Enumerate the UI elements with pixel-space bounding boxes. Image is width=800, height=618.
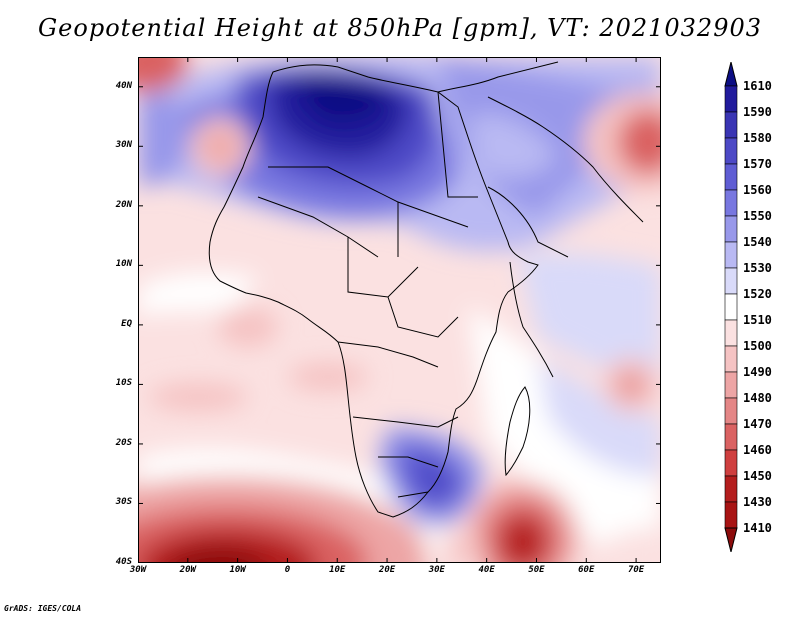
colorbar-level-label: 1450	[743, 469, 772, 483]
colorbar-level-label: 1580	[743, 131, 772, 145]
coastlines	[208, 61, 644, 518]
lon-tick-label: 70E	[627, 565, 645, 575]
colorbar: 1610 1590 1580 1570 1560 1550 1540 1530 1520 1510…	[724, 62, 772, 552]
colorbar-level-label: 1570	[743, 157, 772, 171]
footer-credit: GrADS: IGES/COLA	[4, 604, 82, 613]
colorbar-level-label: 1490	[743, 365, 772, 379]
colorbar-swatch	[724, 267, 738, 295]
colorbar-level-label: 1550	[743, 209, 772, 223]
lon-tick-label: 30W	[129, 565, 147, 575]
lat-tick-label: 40N	[115, 80, 132, 91]
colorbar-swatch	[724, 137, 738, 165]
colorbar-top-cap	[724, 62, 738, 87]
lon-tick-label: 10W	[229, 565, 246, 575]
map-frame	[138, 57, 661, 563]
colorbar-level-label: 1480	[743, 391, 772, 405]
colorbar-level-label: 1610	[743, 79, 772, 93]
colorbar-swatch	[724, 319, 738, 347]
colorbar-swatch	[724, 397, 738, 425]
lon-tick-label: 0	[284, 565, 291, 575]
colorbar-swatch	[724, 293, 738, 321]
colorbar-swatch	[724, 85, 738, 113]
lon-tick-label: 40E	[478, 565, 495, 575]
lon-tick-label: 30E	[428, 565, 445, 575]
lat-tick-label: 30S	[115, 497, 132, 508]
colorbar-level-label: 1410	[743, 521, 772, 535]
colorbar-swatch	[724, 371, 738, 399]
colorbar-swatch	[724, 423, 738, 451]
lon-tick-label: 20W	[179, 565, 196, 575]
colorbar-swatch	[724, 475, 738, 503]
colorbar-level-label: 1530	[743, 261, 772, 275]
lat-tick-label: 30N	[115, 140, 132, 151]
colorbar-swatch	[724, 215, 738, 243]
lat-tick-label: 40S	[115, 557, 132, 567]
lon-tick-label: 60E	[578, 565, 595, 575]
lat-tick-label: 20N	[115, 199, 132, 210]
colorbar-swatch	[724, 163, 738, 191]
colorbar-swatch	[724, 345, 738, 373]
colorbar-bottom-cap	[724, 527, 738, 552]
colorbar-swatch	[724, 501, 738, 529]
colorbar-level-label: 1470	[743, 417, 772, 431]
colorbar-level-label: 1460	[743, 443, 772, 457]
colorbar-level-label: 1500	[743, 339, 772, 353]
lon-tick-label: 20E	[378, 565, 396, 575]
colorbar-level-label: 1560	[743, 183, 772, 197]
colorbar-swatch	[724, 449, 738, 477]
lat-tick-label: EQ	[121, 318, 132, 329]
colorbar-level-label: 1590	[743, 105, 772, 119]
map-plot	[138, 57, 661, 563]
colorbar-level-label: 1520	[743, 287, 772, 301]
lon-tick-label: 50E	[528, 565, 545, 575]
lon-tick-label: 10E	[329, 565, 346, 575]
colorbar-level-label: 1540	[743, 235, 772, 249]
colorbar-swatch	[724, 111, 738, 139]
colorbar-swatch	[724, 241, 738, 269]
colorbar-level-label: 1430	[743, 495, 772, 509]
colorbar-level-label: 1510	[743, 313, 772, 327]
chart-title: Geopotential Height at 850hPa [gpm], VT:…	[38, 14, 762, 42]
lat-tick-label: 10S	[115, 378, 132, 389]
height-field-fills	[138, 57, 661, 563]
lat-tick-label: 20S	[115, 437, 132, 448]
colorbar-swatch	[724, 189, 738, 217]
lat-tick-label: 10N	[115, 259, 132, 270]
